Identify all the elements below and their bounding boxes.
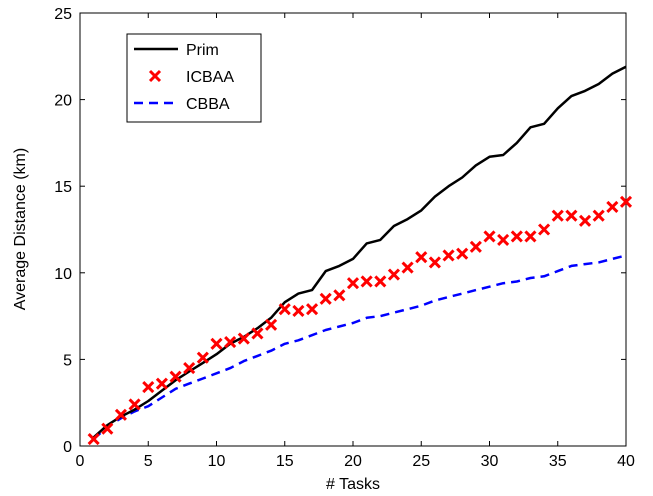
y-tick-label: 5 [63, 352, 72, 369]
data-point-icbaa [442, 249, 455, 262]
data-point-icbaa [142, 381, 155, 394]
data-point-icbaa [319, 292, 332, 305]
legend-icbaa-label: ICBAA [186, 69, 234, 86]
legend: Prim ICBAA CBBA [126, 33, 262, 123]
data-point-icbaa [183, 361, 196, 375]
data-point-icbaa [278, 303, 291, 316]
data-point-icbaa [265, 318, 278, 331]
data-point-icbaa [415, 251, 428, 264]
x-tick-label: 25 [412, 453, 430, 470]
data-point-icbaa [224, 336, 237, 349]
data-point-icbaa [292, 304, 305, 317]
data-point-icbaa [538, 223, 551, 236]
x-tick-label: 5 [144, 453, 153, 470]
series-line-cbba [92, 254, 627, 441]
y-axis-label: Average Distance (km) [12, 148, 29, 310]
legend-cbba-label: CBBA [186, 96, 230, 113]
y-tick-label: 25 [54, 6, 72, 23]
series-line-prim [92, 65, 627, 439]
x-tick-label: 15 [276, 453, 294, 470]
y-tick-label: 10 [54, 266, 72, 283]
data-point-icbaa [114, 408, 128, 421]
x-tick-label: 35 [549, 453, 567, 470]
data-point-icbaa [374, 275, 387, 288]
y-tick-label: 0 [63, 439, 72, 456]
data-point-icbaa [578, 214, 592, 227]
y-tick-label: 15 [54, 179, 72, 196]
x-tick-label: 20 [344, 453, 362, 470]
legend-icbaa-swatch [148, 69, 162, 83]
data-point-icbaa [483, 230, 496, 243]
data-point-icbaa [360, 275, 373, 288]
data-point-icbaa [428, 256, 441, 269]
data-point-icbaa [456, 247, 469, 260]
data-point-icbaa [387, 268, 401, 281]
data-point-icbaa [346, 277, 360, 290]
x-tick-label: 40 [617, 453, 635, 470]
data-point-icbaa [196, 351, 209, 364]
data-point-icbaa [87, 433, 100, 446]
x-axis-label: # Tasks [326, 476, 380, 493]
data-point-icbaa [606, 200, 619, 214]
legend-prim-label: Prim [186, 42, 219, 59]
data-point-icbaa [565, 209, 578, 222]
data-point-icbaa [155, 377, 168, 390]
data-point-icbaa [128, 398, 141, 411]
data-point-icbaa [510, 230, 523, 243]
data-point-icbaa [101, 422, 114, 435]
data-point-icbaa [333, 289, 346, 302]
data-point-icbaa [619, 195, 633, 208]
x-tick-label: 0 [76, 453, 85, 470]
data-point-icbaa [251, 327, 264, 340]
data-point-icbaa [524, 230, 537, 243]
y-tick-label: 20 [54, 93, 72, 110]
data-point-icbaa [551, 209, 564, 222]
x-tick-label: 30 [481, 453, 499, 470]
data-point-icbaa [210, 337, 223, 350]
data-point-icbaa [237, 332, 250, 345]
x-tick-label: 10 [208, 453, 226, 470]
data-point-icbaa [497, 233, 510, 246]
series-layer [87, 65, 633, 446]
data-point-icbaa [401, 261, 414, 274]
data-point-icbaa [169, 370, 182, 383]
data-point-icbaa [305, 303, 319, 316]
y-axis: 0 5 10 15 20 25 [54, 6, 626, 456]
data-point-icbaa [592, 209, 605, 222]
data-point-icbaa [469, 240, 482, 253]
x-axis: 0 5 10 15 20 25 30 35 40 [76, 13, 635, 470]
